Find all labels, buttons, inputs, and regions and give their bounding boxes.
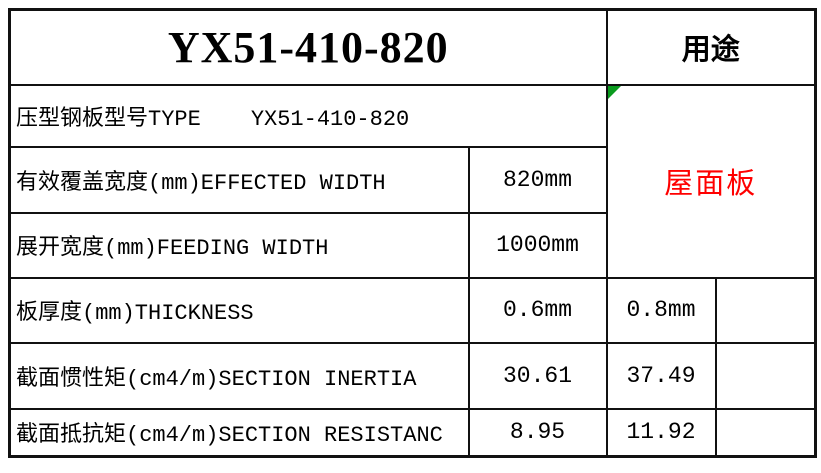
cell-indicator-triangle-icon — [608, 86, 621, 99]
resistance-label: 截面抵抗矩(cm4/m)SECTION RESISTANC — [16, 423, 443, 449]
resistance-label-cell[interactable]: 截面抵抗矩(cm4/m)SECTION RESISTANC — [8, 407, 470, 458]
table-row: 有效覆盖宽度(mm)EFFECTED WIDTH 820mm — [8, 145, 816, 214]
inertia-value1-cell[interactable]: 30.61 — [467, 341, 608, 410]
feeding-width-label-cell[interactable]: 展开宽度(mm)FEEDING WIDTH — [8, 211, 470, 279]
inertia-label: 截面惯性矩(cm4/m)SECTION INERTIA — [16, 366, 417, 392]
thickness-value1: 0.6mm — [503, 297, 573, 323]
resistance-value2: 11.92 — [626, 419, 696, 446]
profile-title: YX51-410-820 — [167, 22, 449, 72]
resistance-value1-cell[interactable]: 8.95 — [467, 407, 608, 458]
thickness-value1-cell[interactable]: 0.6mm — [467, 276, 608, 344]
usage-value: 屋面板 — [664, 168, 758, 200]
inertia-value3-cell[interactable] — [714, 341, 817, 410]
table-row: 展开宽度(mm)FEEDING WIDTH 1000mm — [8, 211, 816, 279]
type-value: YX51-410-820 — [250, 106, 410, 132]
thickness-value2: 0.8mm — [626, 297, 696, 323]
table-row: 压型钢板型号TYPE YX51-410-820 屋面板 — [8, 83, 817, 279]
inertia-value2-cell[interactable]: 37.49 — [605, 341, 717, 410]
inertia-label-cell[interactable]: 截面惯性矩(cm4/m)SECTION INERTIA — [8, 341, 470, 410]
resistance-value3-cell[interactable] — [714, 407, 817, 458]
effected-width-value: 820mm — [503, 166, 573, 193]
profile-title-cell[interactable]: YX51-410-820 — [8, 8, 608, 86]
feeding-width-label: 展开宽度(mm)FEEDING WIDTH — [16, 236, 329, 261]
thickness-value3-cell[interactable] — [714, 276, 817, 344]
type-cell[interactable]: 压型钢板型号TYPE YX51-410-820 — [8, 83, 608, 148]
resistance-value2-cell[interactable]: 11.92 — [605, 407, 717, 458]
effected-width-value-cell[interactable]: 820mm — [467, 145, 608, 214]
thickness-label-cell[interactable]: 板厚度(mm)THICKNESS — [8, 276, 470, 344]
usage-value-cell[interactable]: 屋面板 — [605, 83, 817, 279]
table-row: 截面惯性矩(cm4/m)SECTION INERTIA 30.61 37.49 — [8, 341, 817, 410]
usage-header-cell[interactable]: 用途 — [605, 8, 817, 86]
table-row: YX51-410-820 用途 — [8, 8, 817, 86]
feeding-width-value: 1000mm — [496, 232, 579, 258]
thickness-value2-cell[interactable]: 0.8mm — [605, 276, 717, 344]
usage-header-label: 用途 — [681, 34, 740, 67]
effected-width-label: 有效覆盖宽度(mm)EFFECTED WIDTH — [16, 170, 386, 196]
inertia-value1: 30.61 — [503, 362, 573, 389]
inertia-value2: 37.49 — [626, 362, 696, 389]
thickness-label: 板厚度(mm)THICKNESS — [16, 301, 254, 326]
table-row: 截面抵抗矩(cm4/m)SECTION RESISTANC 8.95 11.92 — [8, 407, 817, 458]
effected-width-label-cell[interactable]: 有效覆盖宽度(mm)EFFECTED WIDTH — [8, 145, 470, 214]
resistance-value1: 8.95 — [509, 419, 566, 446]
type-label: 压型钢板型号TYPE — [16, 106, 201, 132]
table-row: 板厚度(mm)THICKNESS 0.6mm 0.8mm — [8, 276, 817, 344]
spec-table: YX51-410-820 用途 压型钢板型号TYPE YX51-410-820 屋… — [8, 8, 818, 458]
feeding-width-value-cell[interactable]: 1000mm — [467, 211, 608, 279]
